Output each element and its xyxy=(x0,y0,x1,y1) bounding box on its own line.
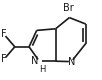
Text: F: F xyxy=(1,54,7,64)
Text: H: H xyxy=(39,65,45,74)
Text: Br: Br xyxy=(63,3,74,13)
Text: N: N xyxy=(31,56,39,66)
Text: N: N xyxy=(68,57,75,67)
Text: F: F xyxy=(1,29,7,39)
